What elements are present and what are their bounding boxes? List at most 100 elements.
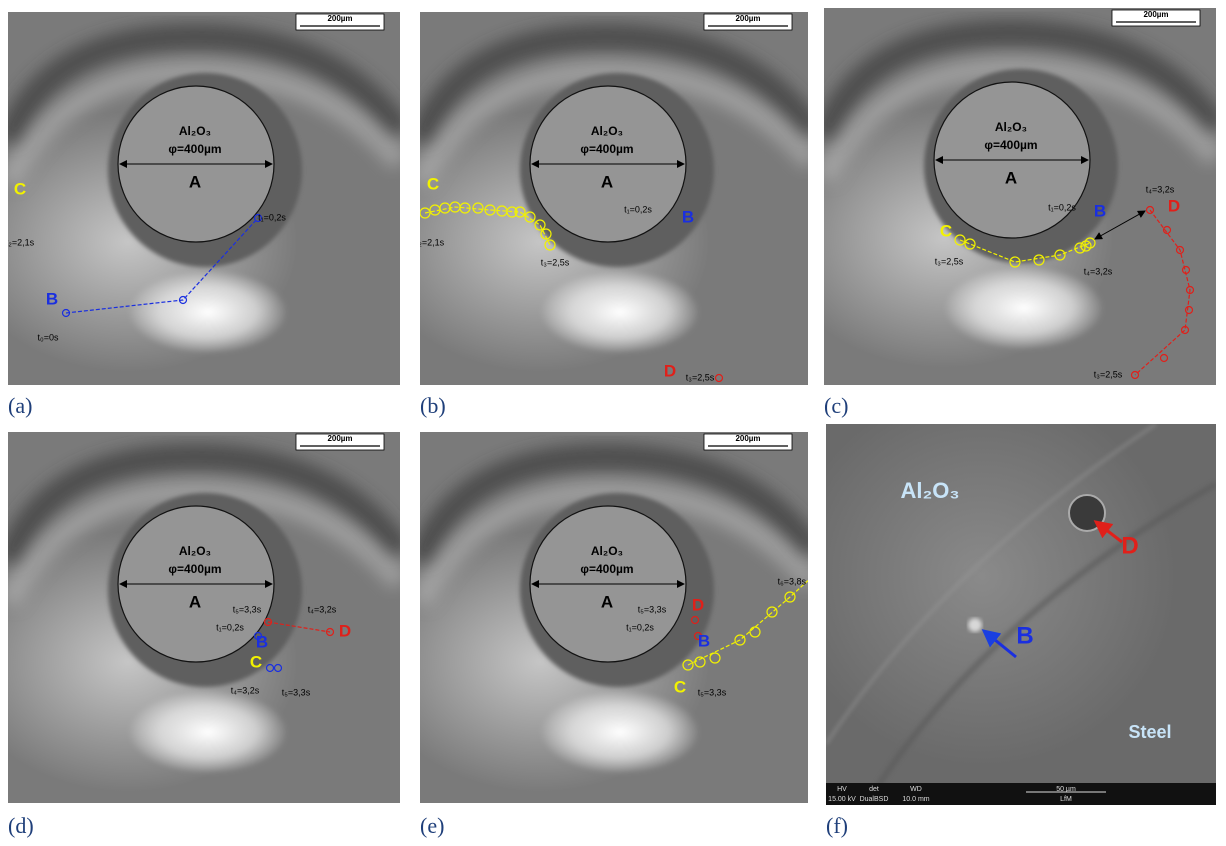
particle-marker [253,213,263,223]
annotation: Steel [1128,722,1171,742]
trajectory [267,621,331,633]
panel-label: (f) [826,813,848,838]
particle-marker [1185,285,1195,295]
annotation: t₅=3,3s [233,604,262,614]
light-arc [8,60,400,188]
particle-marker [694,656,706,668]
particle-marker [1130,370,1140,380]
trajectory [65,217,259,314]
particle-marker [1074,242,1086,254]
annotation: t₂=2,1s [6,237,35,247]
particle-marker [459,202,471,214]
image-panel: 200µm Al₂O₃ φ=400µm A Ct₂=2,1s t₁=0,2s Bt₀=0s [6,12,400,385]
dark-arc [420,443,808,567]
annotation: φ=400µm [984,138,1037,152]
particle-marker [506,206,518,218]
dark-arc [8,23,400,147]
interface-2 [826,424,1157,745]
annotation: t₄=3,2s [308,604,337,614]
info-bar-text: 15.00 kV [828,796,856,803]
annotation: t₄=3,2s [1146,184,1175,194]
annotation: A [601,592,613,611]
scale-bar-label: 200µm [735,14,760,23]
bright-spot [540,690,700,774]
particle-marker [484,204,496,216]
annotation: A [189,172,201,191]
annotation: B [1094,201,1106,220]
annotation: t₁=0,2s [626,622,654,632]
annotation: Al₂O₃ [179,544,211,558]
annotation: B [682,207,694,226]
info-bar [826,783,1216,805]
particle-marker [766,606,778,618]
trajectory [687,579,808,666]
image-panel: 200µm Al₂O₃ φ=400µm A Ct₂=2,1s t₁=0,2s Bt₃=2,5… [416,12,808,385]
annotation: t₄=3,2s [1084,266,1113,276]
particle-marker [784,591,796,603]
annotation: C [427,174,439,193]
annotation: B [698,631,710,650]
particle-marker [178,295,188,305]
interface [863,481,1216,805]
annotation: D [1168,196,1180,215]
particle-marker [714,373,724,383]
annotation: t₃=2,5s [935,256,964,266]
annotation: C [250,652,262,671]
particle-marker [544,239,556,251]
particle-marker [1009,256,1021,268]
annotation: φ=400µm [580,142,633,156]
particle-marker [682,659,694,671]
particle-marker [734,634,746,646]
info-bar-text: det [869,786,879,793]
panel-label: (d) [8,813,34,838]
panel-label: (e) [420,813,444,838]
dark-arc [824,19,1216,143]
light-arc [420,480,808,608]
particle-marker [749,626,761,638]
annotation: t₃=2,5s [1094,369,1123,379]
particle-marker [709,652,721,664]
particle-marker [253,631,263,641]
annotation: φ=400µm [580,562,633,576]
annotation: B [1016,622,1033,649]
annotation: t₅=3,3s [282,687,311,697]
inclusion-b [968,618,982,632]
annotation: C [940,221,952,240]
info-bar-text: WD [910,786,922,793]
annotation: φ=400µm [168,142,221,156]
particle-marker [1033,254,1045,266]
particle-marker [1159,353,1169,363]
particle-marker [534,219,546,231]
annotation: t₁=0,2s [1048,202,1076,212]
particle-marker [1054,249,1066,261]
light-arc [824,56,1216,184]
annotation: Al₂O₃ [900,478,959,503]
annotation: D [1121,532,1138,559]
scale-bar-label: 200µm [327,14,352,23]
particle-marker [1084,237,1096,249]
annotation: t₃=2,5s [541,257,570,267]
particle-marker [273,663,283,673]
annotation: t₁=0,2s [624,204,652,214]
arrow-d [1093,520,1123,544]
background [826,424,1216,805]
annotation: t₁=0,2s [216,622,244,632]
dark-arc [420,23,808,147]
panel-label: (a) [8,393,32,418]
annotation: t₃=2,5s [686,372,715,382]
info-bar-text: 50 µm [1056,786,1076,793]
annotation: C [674,677,686,696]
annotation: t₄=3,2s [231,685,260,695]
info-bar-text: DualBSD [860,796,889,803]
particle-marker [1162,225,1172,235]
annotation: t₂=2,1s [416,237,445,247]
light-arc [420,60,808,188]
annotation: t₀=0s [38,332,59,342]
annotation: A [601,172,613,191]
scale-bar-label: 200µm [1143,10,1168,19]
scale-bar-label: 200µm [327,434,352,443]
annotation: C [14,179,26,198]
scale-bar-label: 200µm [735,434,760,443]
annotation: Al₂O₃ [591,124,623,138]
bright-spot [128,270,288,354]
